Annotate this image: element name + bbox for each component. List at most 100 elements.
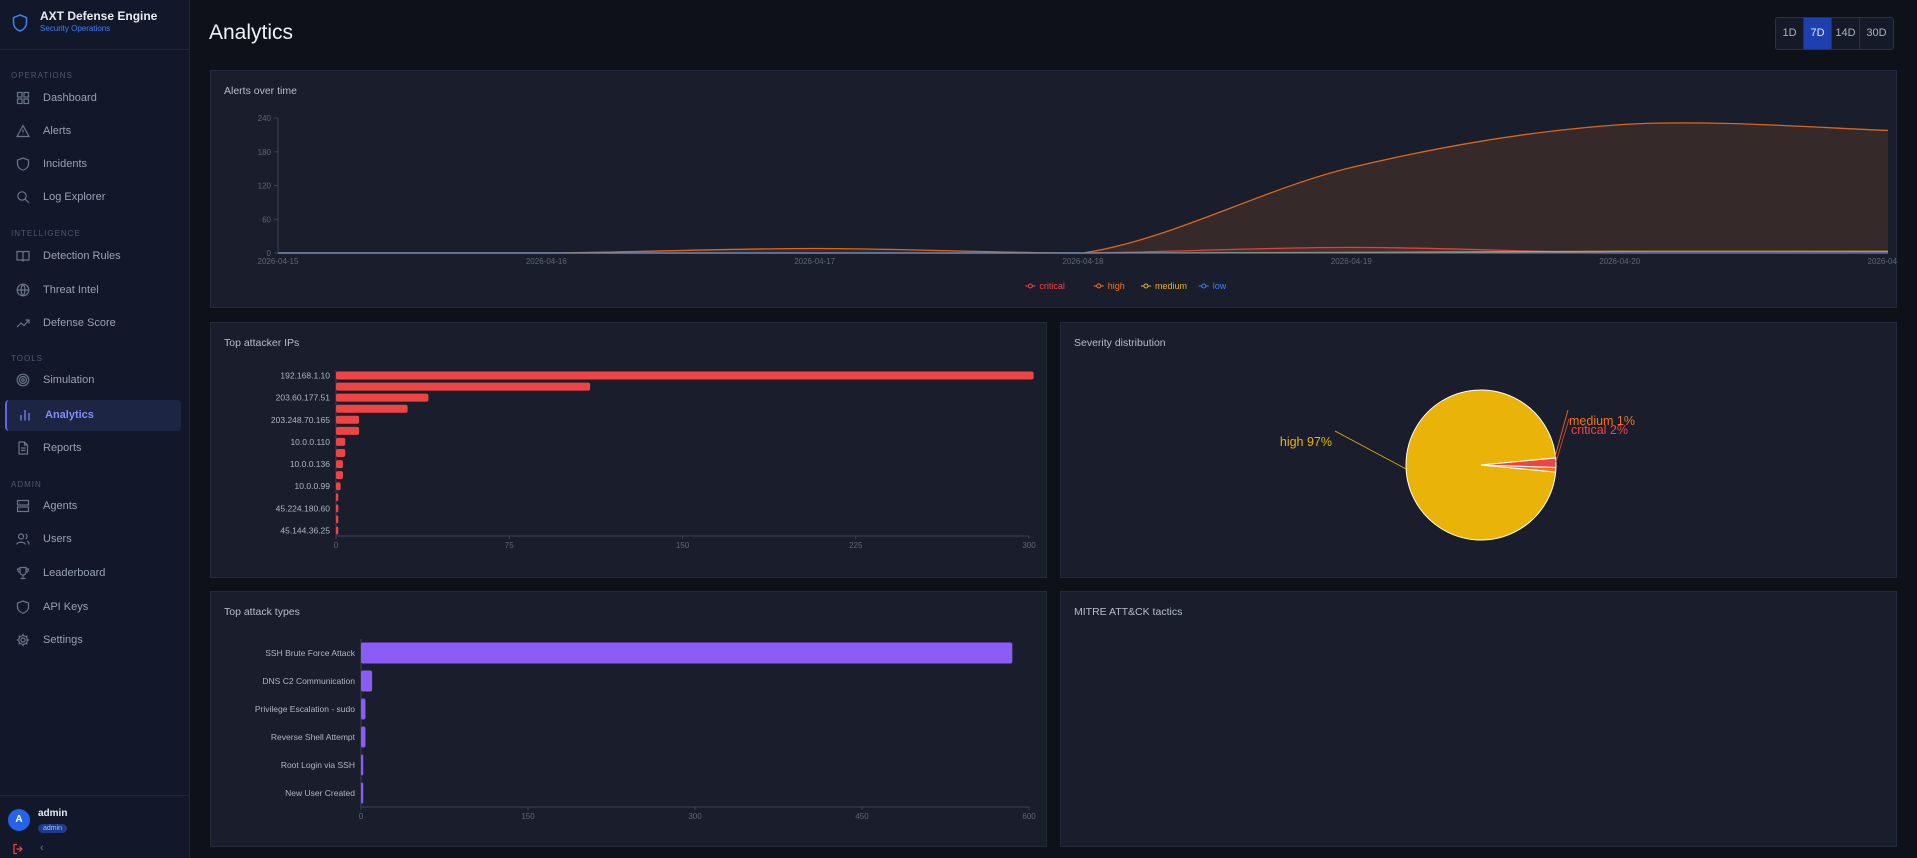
app-subtitle: Security Operations — [40, 24, 111, 33]
sidebar-item-alerts[interactable]: Alerts — [5, 116, 181, 147]
sidebar-item-api-keys[interactable]: API Keys — [5, 592, 181, 623]
sidebar-item-incidents[interactable]: Incidents — [5, 149, 181, 180]
key-shield-icon — [16, 600, 30, 614]
alert-triangle-icon — [16, 124, 30, 138]
y-tick-label: New User Created — [285, 788, 355, 798]
bar — [336, 449, 346, 457]
bar — [336, 393, 429, 402]
legend-label-medium: medium — [1155, 281, 1187, 291]
series-area-high — [278, 122, 1888, 253]
x-tick-label: 450 — [855, 812, 869, 821]
y-tick-label: 192.168.1.10 — [280, 371, 330, 381]
sidebar-item-dashboard[interactable]: Dashboard — [5, 83, 181, 114]
bar — [361, 670, 373, 692]
sidebar-item-agents[interactable]: Agents — [5, 491, 181, 522]
top-attacker-ips-card: Top attacker IPs 0 75 150 225 300 192.168.1.1… — [210, 322, 1047, 578]
range-1d-button[interactable]: 1D — [1776, 18, 1804, 49]
target-icon — [16, 373, 30, 387]
legend-marker-dot — [1096, 283, 1102, 289]
bar — [336, 415, 360, 424]
bar — [336, 504, 339, 513]
brand[interactable]: AXT Defense Engine Security Operations — [0, 0, 190, 50]
users-icon — [16, 533, 30, 545]
shield-icon — [16, 157, 30, 171]
sidebar-item-detection-rules[interactable]: Detection Rules — [5, 241, 181, 272]
pie-slice-critical — [1480, 457, 1557, 468]
sidebar-item-label: Reports — [43, 442, 82, 454]
x-tick-label: 150 — [676, 541, 690, 550]
sidebar-item-label: Dashboard — [43, 92, 97, 104]
x-tick-label: 225 — [849, 541, 863, 550]
bar — [336, 382, 591, 391]
pie-label-line — [1554, 409, 1569, 458]
legend-label-high: high — [1108, 281, 1125, 291]
pie-label-line — [1334, 430, 1407, 470]
sidebar-item-label: Alerts — [43, 125, 72, 137]
x-tick-label: 300 — [688, 812, 702, 821]
card-title: MITRE ATT&CK tactics — [1074, 606, 1183, 618]
y-tick-label: 203.248.70.165 — [271, 415, 330, 425]
legend-marker-dot — [1027, 283, 1033, 289]
x-tick-label: 75 — [505, 541, 514, 550]
bar — [361, 726, 366, 748]
sidebar-item-label: Log Explorer — [43, 191, 106, 203]
sidebar-item-settings[interactable]: Settings — [5, 625, 181, 656]
bar — [361, 782, 364, 804]
range-7d-button[interactable]: 7D — [1804, 18, 1832, 49]
y-tick-label: 203.60.177.51 — [276, 393, 331, 403]
sidebar-item-label: Settings — [43, 634, 83, 646]
sidebar-item-label: Users — [43, 533, 72, 545]
legend-marker-dot — [1201, 283, 1207, 289]
server-icon — [16, 499, 30, 513]
x-tick-label: 2026-04-16 — [526, 257, 567, 266]
sidebar-item-reports[interactable]: Reports — [5, 433, 181, 464]
shield-logo-icon — [12, 14, 28, 32]
range-30d-button[interactable]: 30D — [1860, 18, 1893, 49]
bar — [336, 404, 408, 413]
x-tick-label: 600 — [1022, 812, 1036, 821]
sidebar-item-label: Incidents — [43, 158, 88, 170]
y-tick-label: 10.0.0.110 — [290, 437, 330, 447]
pie-label-high: high 97% — [1280, 435, 1332, 449]
sidebar-item-simulation[interactable]: Simulation — [5, 365, 181, 396]
x-tick-label: 2026-04-21 — [1868, 257, 1898, 266]
top-attack-types-chart: 0 150 300 450 600 SSH Brute Force Attack DNS C… — [255, 639, 1036, 821]
y-tick-label: 45.144.36.25 — [280, 525, 330, 535]
pie-label-medium: medium 1% — [1569, 414, 1635, 428]
app-name: AXT Defense Engine — [40, 9, 158, 23]
sidebar-item-label: Analytics — [45, 409, 94, 421]
y-tick-label: Reverse Shell Attempt — [271, 732, 356, 742]
logout-icon[interactable] — [12, 843, 24, 855]
bar — [336, 437, 346, 446]
x-tick-label: 2026-04-18 — [1063, 257, 1104, 266]
trending-up-icon — [16, 319, 30, 328]
search-icon — [17, 191, 30, 204]
sidebar-item-log-explorer[interactable]: Log Explorer — [5, 182, 181, 213]
top-attack-types-card: Top attack types 0 150 300 450 600 SSH Brute … — [210, 591, 1047, 847]
section-label-admin: ADMIN — [11, 480, 42, 489]
collapse-sidebar-icon[interactable]: ‹ — [40, 842, 44, 854]
sidebar-item-threat-intel[interactable]: Threat Intel — [5, 275, 181, 306]
pie-slice-high — [1405, 389, 1557, 541]
x-tick-label: 2026-04-17 — [794, 257, 835, 266]
x-tick-label: 2026-04-20 — [1599, 257, 1640, 266]
x-tick-label: 2026-04-15 — [258, 257, 299, 266]
card-title: Severity distribution — [1074, 337, 1166, 349]
sidebar-item-leaderboard[interactable]: Leaderboard — [5, 558, 181, 589]
sidebar-item-label: Threat Intel — [43, 284, 99, 296]
mitre-tactics-card: MITRE ATT&CK tactics — [1060, 591, 1897, 847]
user-name: admin — [38, 808, 68, 819]
avatar[interactable]: A — [8, 809, 30, 831]
y-tick-label: Privilege Escalation - sudo — [255, 704, 355, 714]
sidebar-item-defense-score[interactable]: Defense Score — [5, 308, 181, 339]
range-14d-button[interactable]: 14D — [1832, 18, 1860, 49]
user-box: A admin admin ‹ — [0, 795, 190, 858]
bar — [336, 493, 339, 502]
section-label-operations: OPERATIONS — [11, 71, 73, 80]
legend-label-critical: critical — [1039, 281, 1065, 291]
section-label-tools: TOOLS — [11, 354, 43, 363]
sidebar-item-users[interactable]: Users — [5, 524, 181, 555]
gear-icon — [16, 633, 30, 647]
bar — [336, 526, 339, 535]
sidebar-item-analytics[interactable]: Analytics — [5, 400, 181, 431]
